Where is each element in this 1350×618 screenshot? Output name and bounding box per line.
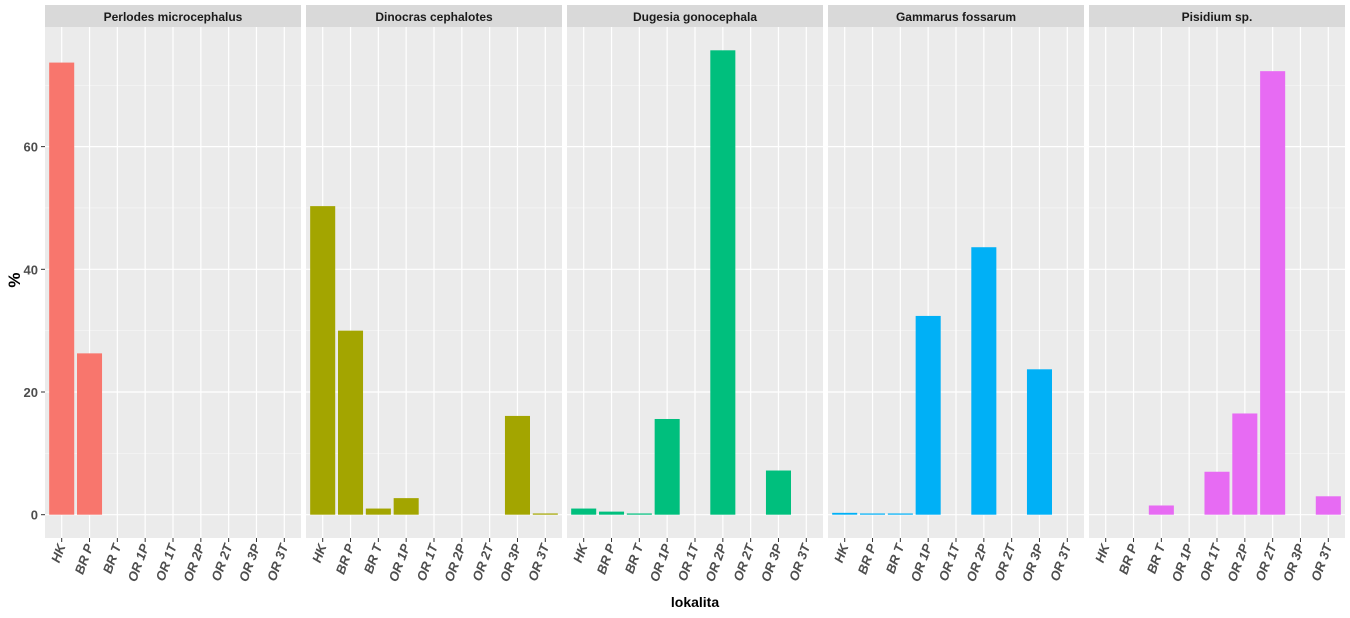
x-tick-label: OR 3P <box>236 542 264 584</box>
y-tick-label: 40 <box>24 262 38 277</box>
x-tick-label: OR 1T <box>1197 541 1225 583</box>
facet-strip <box>45 5 301 27</box>
bar <box>971 247 997 515</box>
y-tick-label: 60 <box>24 140 38 155</box>
facet-strip <box>306 5 562 27</box>
facet-title: Dinocras cephalotes <box>375 10 493 24</box>
x-tick-label: OR 3T <box>786 541 814 583</box>
x-tick-label: OR 1P <box>1169 542 1197 584</box>
y-tick-label: 0 <box>31 508 38 523</box>
x-tick-label: OR 2P <box>180 542 208 584</box>
y-tick-label: 20 <box>24 385 38 400</box>
x-tick-label: OR 2T <box>991 541 1019 583</box>
facet-strip <box>828 5 1084 27</box>
bar <box>532 513 558 515</box>
facet-strip <box>1089 5 1345 27</box>
x-tick-label: OR 2P <box>963 542 991 584</box>
x-tick-label: BR P <box>594 542 619 577</box>
x-tick-label: OR 1T <box>936 541 964 583</box>
x-tick-label: BR T <box>100 541 125 576</box>
x-tick-label: OR 3T <box>525 541 553 583</box>
bar <box>710 50 736 515</box>
y-axis: 0 20 40 60 <box>24 140 45 523</box>
x-tick-label: OR 3T <box>1047 541 1075 583</box>
x-tick-label: BR T <box>1144 541 1169 576</box>
x-tick-label: BR P <box>855 542 880 577</box>
facet-title: Dugesia gonocephala <box>633 10 757 24</box>
x-tick-label: OR 2P <box>702 542 730 584</box>
bar <box>1260 71 1286 515</box>
y-axis-title: % <box>5 272 24 287</box>
bar <box>1026 369 1052 515</box>
bar <box>571 508 597 515</box>
x-tick-label: BR P <box>1116 542 1141 577</box>
x-tick-label: OR 2T <box>1252 541 1280 583</box>
x-tick-label: OR 1T <box>414 541 442 583</box>
bar <box>338 330 364 515</box>
bar <box>1315 496 1341 515</box>
x-tick-label: HK <box>1092 540 1113 564</box>
bar <box>654 418 680 515</box>
bar <box>887 513 913 515</box>
x-tick-label: OR 2P <box>1224 542 1252 584</box>
bar <box>599 511 625 515</box>
x-tick-label: OR 3P <box>1019 542 1047 584</box>
x-tick-label: HK <box>831 540 852 564</box>
x-tick-label: OR 1P <box>386 542 414 584</box>
x-tick-label: BR T <box>883 541 908 576</box>
x-tick-label: OR 1P <box>908 542 936 584</box>
bar <box>1204 471 1230 515</box>
facet-title: Gammarus fossarum <box>896 10 1016 24</box>
x-tick-label: OR 1P <box>125 542 153 584</box>
bar <box>365 508 391 515</box>
x-tick-label: OR 1P <box>647 542 675 584</box>
x-tick-label: OR 3P <box>758 542 786 584</box>
bar <box>1148 505 1174 515</box>
x-tick-label: OR 3T <box>1308 541 1336 583</box>
x-tick-label: BR P <box>333 542 358 577</box>
facet-title: Pisidium sp. <box>1182 10 1253 24</box>
facet-panel: Pisidium sp.HK BR P BR T OR 1P OR 1T OR 2P OR … <box>1089 5 1345 584</box>
x-tick-label: OR 3T <box>264 541 292 583</box>
x-tick-label: BR T <box>622 541 647 576</box>
x-tick-label: HK <box>309 540 330 564</box>
x-axis-title: lokalita <box>671 594 719 610</box>
x-tick-label: HK <box>570 540 591 564</box>
bar <box>49 62 75 515</box>
bar <box>860 513 886 515</box>
facet-strip <box>567 5 823 27</box>
x-tick-label: OR 3P <box>497 542 525 584</box>
bar <box>310 206 336 515</box>
x-tick-label: OR 2T <box>208 541 236 583</box>
x-tick-label: BR P <box>72 542 97 577</box>
x-tick-label: OR 2T <box>469 541 497 583</box>
x-tick-label: HK <box>48 540 69 564</box>
x-tick-label: OR 1T <box>153 541 181 583</box>
bar <box>915 315 941 515</box>
bar <box>393 498 419 515</box>
x-tick-label: BR T <box>361 541 386 576</box>
x-tick-label: OR 3P <box>1280 542 1308 584</box>
bar <box>626 513 652 515</box>
bar <box>504 415 530 515</box>
x-tick-label: OR 1T <box>675 541 703 583</box>
x-tick-label: OR 2P <box>441 542 469 584</box>
bar <box>765 470 791 515</box>
bar <box>832 512 858 515</box>
facet-title: Perlodes microcephalus <box>104 10 243 24</box>
x-tick-label: OR 2T <box>730 541 758 583</box>
bar <box>1232 413 1258 515</box>
bar <box>77 353 103 515</box>
